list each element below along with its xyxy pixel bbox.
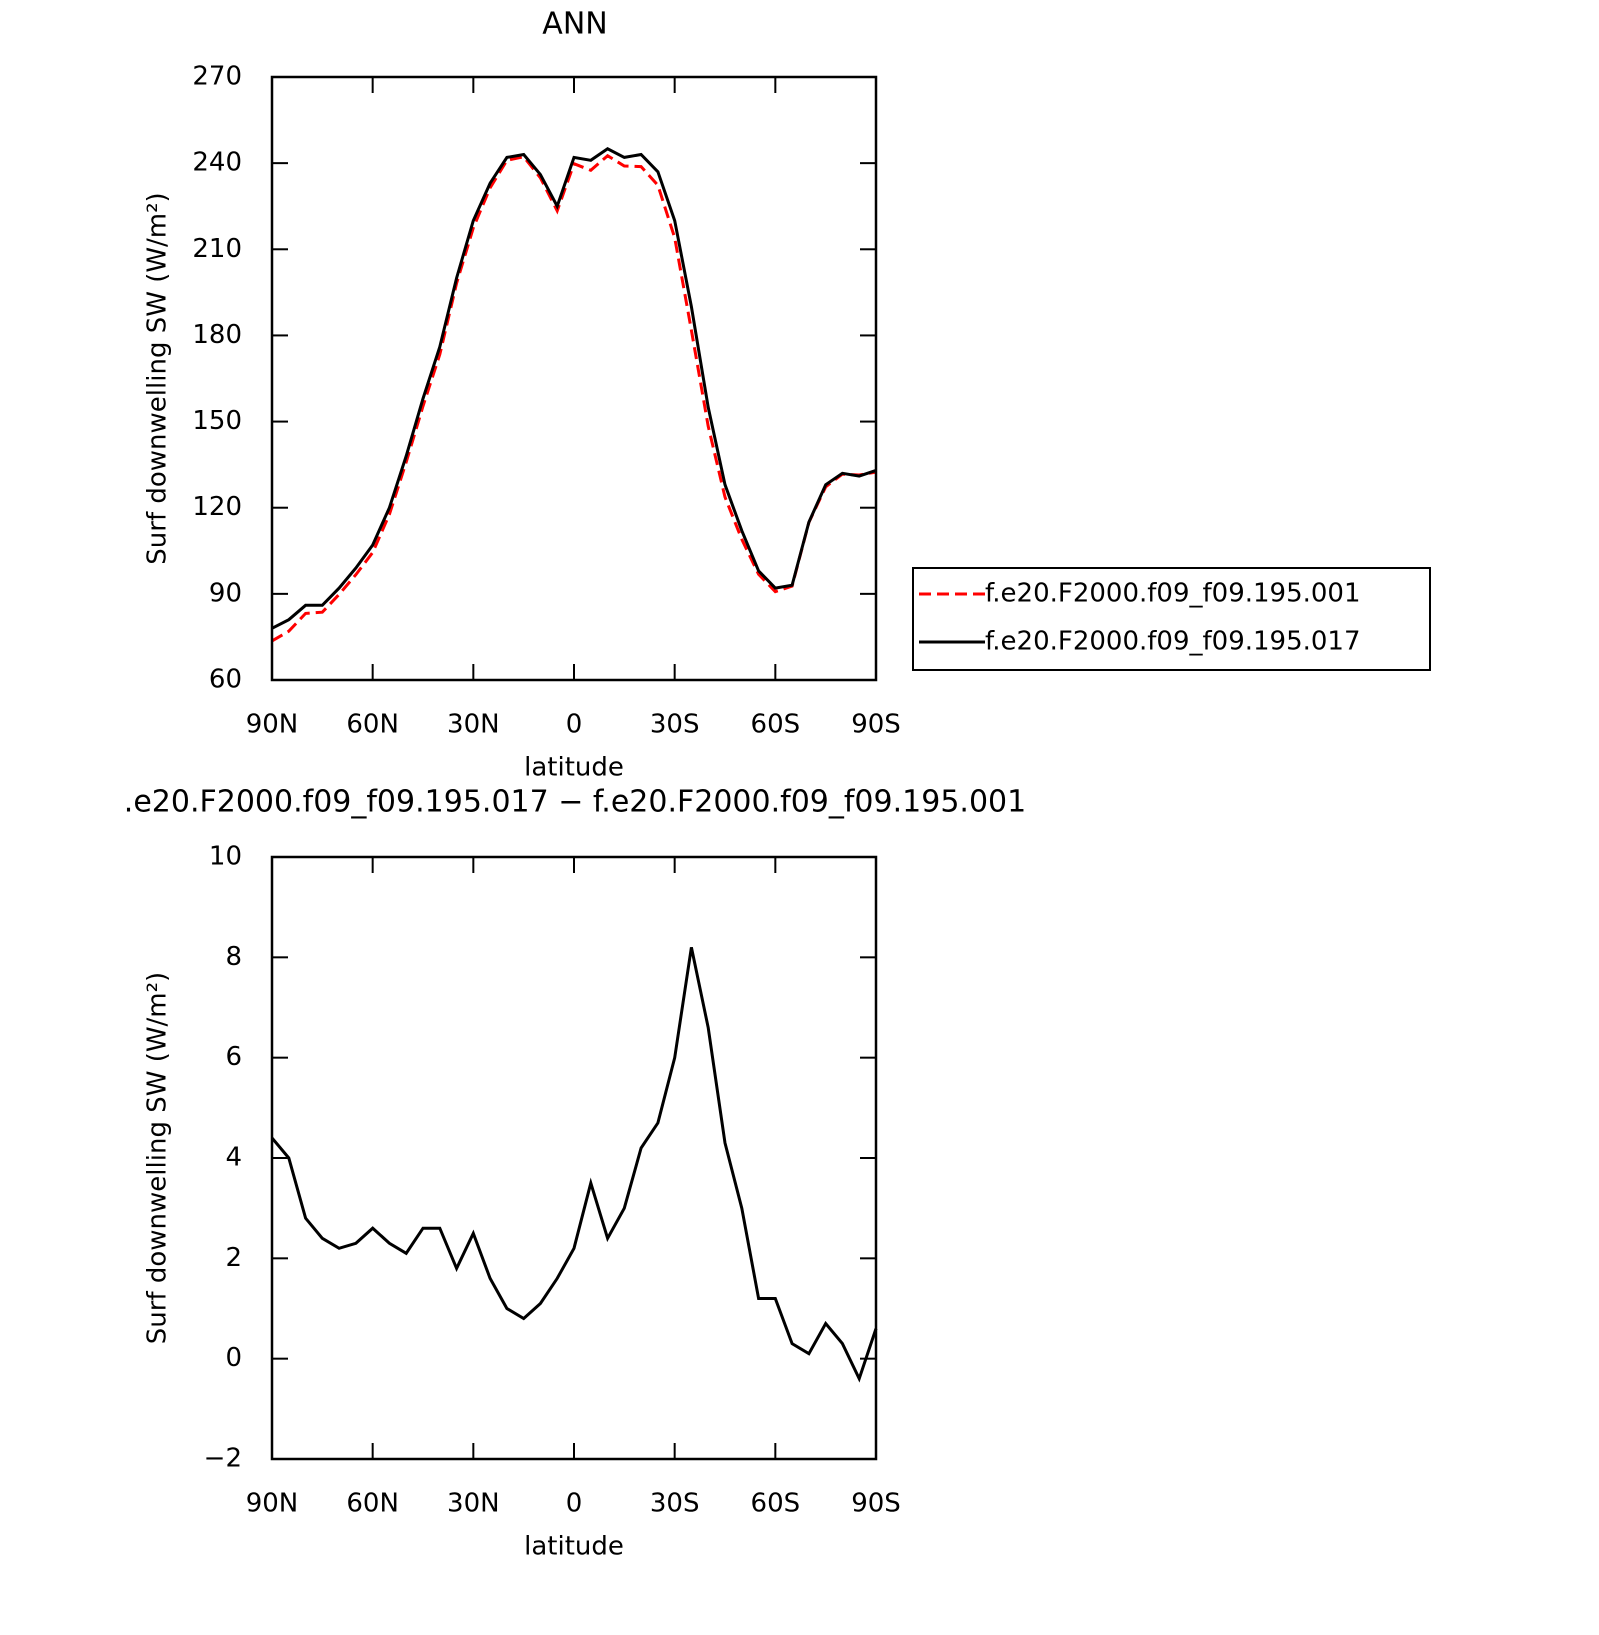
y-tick-label: −2 bbox=[204, 1444, 242, 1474]
x-axis-label: latitude bbox=[524, 1532, 624, 1562]
x-tick-label: 30S bbox=[650, 710, 700, 740]
x-tick-label: 0 bbox=[566, 1489, 583, 1519]
x-tick-label: 90N bbox=[246, 710, 299, 740]
y-tick-label: 2 bbox=[225, 1243, 242, 1273]
y-tick-label: 6 bbox=[225, 1042, 242, 1072]
x-tick-label: 90S bbox=[851, 710, 901, 740]
x-tick-label: 90N bbox=[246, 1489, 299, 1519]
x-tick-label: 30N bbox=[447, 710, 500, 740]
chart-title: .e20.F2000.f09_f09.195.017 − f.e20.F2000… bbox=[124, 785, 1026, 820]
y-axis-label: Surf downwelling SW (W/m²) bbox=[143, 972, 173, 1344]
x-tick-label: 0 bbox=[566, 710, 583, 740]
x-tick-label: 30S bbox=[650, 1489, 700, 1519]
y-tick-label: 4 bbox=[225, 1143, 242, 1173]
x-tick-label: 90S bbox=[851, 1489, 901, 1519]
y-tick-label: 240 bbox=[192, 148, 242, 178]
plot-frame bbox=[270, 855, 878, 1461]
legend-label: f.e20.F2000.f09_f09.195.001 bbox=[985, 579, 1361, 609]
x-tick-label: 60N bbox=[346, 710, 399, 740]
y-tick-label: 270 bbox=[192, 62, 242, 92]
y-tick-label: 8 bbox=[225, 942, 242, 972]
y-tick-label: 150 bbox=[192, 406, 242, 436]
x-tick-label: 30N bbox=[447, 1489, 500, 1519]
x-tick-label: 60S bbox=[751, 710, 801, 740]
y-tick-label: 90 bbox=[209, 578, 242, 608]
y-tick-label: 10 bbox=[209, 842, 242, 872]
x-tick-label: 60S bbox=[751, 1489, 801, 1519]
legend-box bbox=[912, 567, 1431, 671]
plot-frame bbox=[270, 75, 878, 682]
y-tick-label: 180 bbox=[192, 320, 242, 350]
x-axis-label: latitude bbox=[524, 753, 624, 783]
y-axis-label: Surf downwelling SW (W/m²) bbox=[143, 192, 173, 564]
data-line bbox=[271, 153, 877, 643]
x-tick-label: 60N bbox=[346, 1489, 399, 1519]
data-line bbox=[270, 946, 878, 1383]
y-tick-label: 210 bbox=[192, 234, 242, 264]
y-tick-label: 60 bbox=[209, 665, 242, 695]
data-line bbox=[271, 147, 877, 630]
y-tick-label: 0 bbox=[225, 1343, 242, 1373]
y-tick-label: 120 bbox=[192, 492, 242, 522]
legend-label: f.e20.F2000.f09_f09.195.017 bbox=[985, 627, 1361, 657]
chart-title: ANN bbox=[542, 7, 607, 42]
